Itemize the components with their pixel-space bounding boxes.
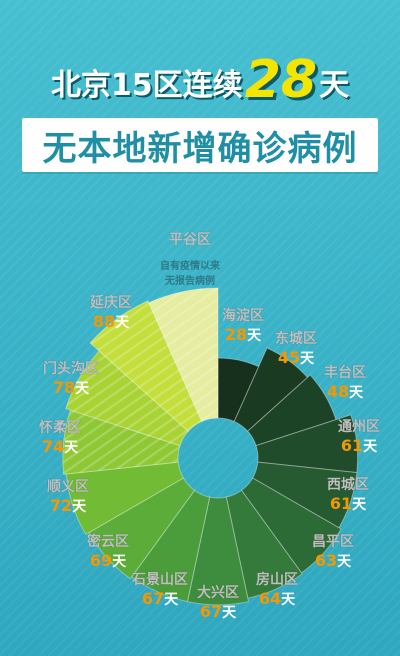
pie-label-value-12: 78天 <box>53 378 90 397</box>
pie-value-unit-11: 天 <box>64 440 79 456</box>
pie-value-number-4: 61 <box>330 494 352 513</box>
pie-label-value-9: 69天 <box>90 551 127 570</box>
pie-annotation-line-1: 无报告病例 <box>164 274 215 287</box>
pie-value-number-7: 67 <box>200 602 222 621</box>
title-suffix: 天 <box>319 68 350 103</box>
pie-slice-stripes-13 <box>90 300 202 432</box>
pie-label-name-10: 顺义区 <box>47 478 89 495</box>
pie-value-unit-12: 天 <box>75 381 90 397</box>
pie-value-number-8: 67 <box>142 589 164 608</box>
pie-slice-0 <box>217 357 260 423</box>
pie-value-unit-9: 天 <box>112 554 127 570</box>
pie-value-unit-10: 天 <box>72 499 87 515</box>
pie-value-unit-6: 天 <box>281 592 296 608</box>
pie-slice-4 <box>251 461 358 529</box>
pie-label-name-1: 东城区 <box>275 330 317 347</box>
pie-value-number-11: 74 <box>42 437 64 456</box>
pie-label-name-8: 石景山区 <box>131 572 188 588</box>
pie-label-name-12: 门头沟区 <box>43 360 99 377</box>
pie-slice-5 <box>240 477 342 574</box>
pie-slice-10 <box>65 461 185 536</box>
pie-value-number-0: 28 <box>225 325 247 344</box>
pie-value-unit-5: 天 <box>337 554 352 570</box>
page-title: 北京15区连续 28 天 <box>0 48 400 108</box>
pie-slice-3 <box>255 414 359 474</box>
pie-label-value-13: 88天 <box>93 312 130 331</box>
pie-value-unit-7: 天 <box>222 605 237 621</box>
pie-label-value-1: 45天 <box>278 348 315 367</box>
pie-value-unit-3: 天 <box>363 439 378 455</box>
pie-value-unit-4: 天 <box>352 497 367 513</box>
pie-value-number-10: 72 <box>50 496 72 515</box>
pie-label-value-0: 28天 <box>225 325 262 344</box>
pie-label-value-2: 48天 <box>327 382 364 401</box>
pie-label-name-9: 密云区 <box>86 533 129 550</box>
pie-value-unit-1: 天 <box>300 351 315 367</box>
pie-label-value-11: 74天 <box>42 437 79 456</box>
pie-slice-stripes-14 <box>148 288 218 422</box>
pie-annotation-line-0: 自有疫情以来 <box>160 259 221 272</box>
pie-label-value-8: 67天 <box>142 589 179 608</box>
pie-label-name-7: 大兴区 <box>197 584 239 601</box>
pie-slice-8 <box>131 489 211 603</box>
title-number: 28 <box>244 50 318 110</box>
pie-value-number-9: 69 <box>90 551 112 570</box>
pie-label-name-3: 通州区 <box>338 419 380 435</box>
pie-value-unit-2: 天 <box>349 385 364 401</box>
pie-label-name-13: 延庆区 <box>89 294 132 311</box>
pie-value-number-6: 64 <box>259 589 281 608</box>
pie-label-value-3: 61天 <box>341 436 378 455</box>
pie-slice-stripes-12 <box>65 350 189 446</box>
pie-slice-2 <box>247 374 337 447</box>
pie-value-number-3: 61 <box>341 436 363 455</box>
pie-label-name-5: 昌平区 <box>312 534 354 550</box>
pie-slice-7 <box>186 496 250 606</box>
title-prefix: 北京15区连续 <box>50 68 243 103</box>
pie-label-name-2: 丰台区 <box>324 364 366 381</box>
pie-label-value-10: 72天 <box>50 496 87 515</box>
pie-label-name-0: 海淀区 <box>222 307 264 324</box>
subtitle-banner: 无本地新增确诊病例 <box>22 118 378 172</box>
pie-value-number-1: 45 <box>278 348 300 367</box>
pie-label-name-14: 平谷区 <box>169 232 211 248</box>
pie-label-value-6: 64天 <box>259 589 296 608</box>
subtitle-text: 无本地新增确诊病例 <box>42 128 358 169</box>
pie-value-number-5: 63 <box>315 551 337 570</box>
pie-label-value-5: 63天 <box>315 551 352 570</box>
pie-value-number-2: 48 <box>327 382 349 401</box>
pie-label-name-11: 怀柔区 <box>39 419 81 436</box>
pie-slices <box>62 287 359 606</box>
pie-slice-9 <box>88 477 196 580</box>
pie-value-unit-0: 天 <box>247 328 262 344</box>
pie-slice-1 <box>233 347 309 432</box>
pie-label-value-7: 67天 <box>200 602 237 621</box>
pie-label-name-6: 房山区 <box>256 571 298 588</box>
pie-slice-6 <box>225 489 303 599</box>
pie-value-number-12: 78 <box>53 378 75 397</box>
pie-value-unit-13: 天 <box>115 315 130 331</box>
pie-label-name-4: 西城区 <box>327 476 369 493</box>
pie-slice-stripes-11 <box>62 410 180 475</box>
pie-value-number-13: 88 <box>93 312 115 331</box>
pie-value-unit-8: 天 <box>164 592 179 608</box>
pie-label-value-4: 61天 <box>330 494 367 513</box>
